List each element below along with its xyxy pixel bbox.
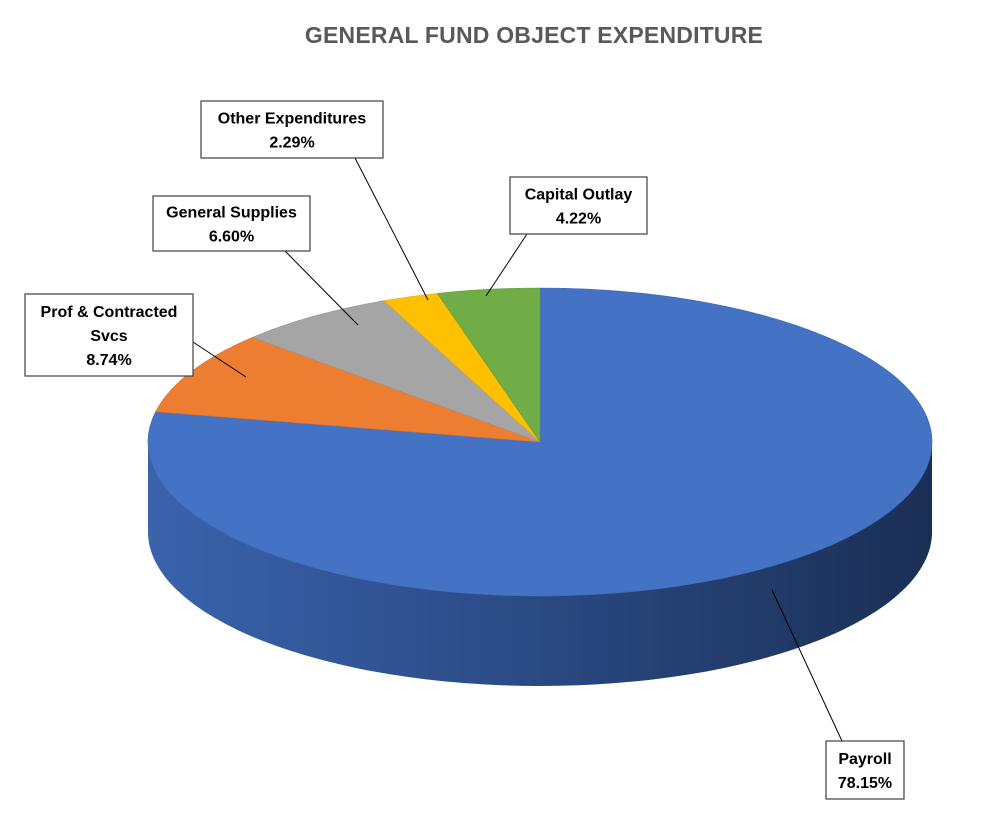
chart-title: GENERAL FUND OBJECT EXPENDITURE <box>304 22 764 48</box>
leader-line-0 <box>771 589 843 742</box>
slice-value-label-4: 4.22% <box>556 211 601 228</box>
leader-line-4 <box>485 233 528 297</box>
leader-line-1 <box>192 341 247 378</box>
data-label-box-2 <box>152 195 311 252</box>
slice-name-label-4: Capital Outlay <box>525 187 633 204</box>
side-wall-0 <box>148 442 932 686</box>
data-label-box-4 <box>509 176 648 235</box>
data-label-box-1 <box>24 293 194 377</box>
slice-value-label-3: 2.29% <box>269 135 314 152</box>
slice-name-label-0: Payroll <box>838 751 891 768</box>
data-label-box-3 <box>200 100 384 159</box>
leader-lines <box>192 157 843 742</box>
data-labels: Payroll 78.15% Prof & Contracted Svcs 8.74% G… <box>24 100 905 800</box>
pie-side-walls <box>148 442 932 686</box>
slice-value-label-0: 78.15% <box>838 775 892 792</box>
slice-value-label-1: 8.74% <box>86 352 131 369</box>
slice-name-label-3: Other Expenditures <box>218 111 367 128</box>
slice-name-label-1: Svcs <box>90 328 127 345</box>
slice-value-label-2: 6.60% <box>209 229 254 246</box>
slice-name-label-2: General Supplies <box>166 205 297 222</box>
pie-slices <box>147 287 933 597</box>
leader-line-3 <box>354 157 429 301</box>
data-label-box-0 <box>825 740 905 800</box>
leader-line-2 <box>284 250 359 326</box>
slice-name-label-1: Prof & Contracted <box>41 304 178 321</box>
top-rim-shade <box>148 288 932 596</box>
